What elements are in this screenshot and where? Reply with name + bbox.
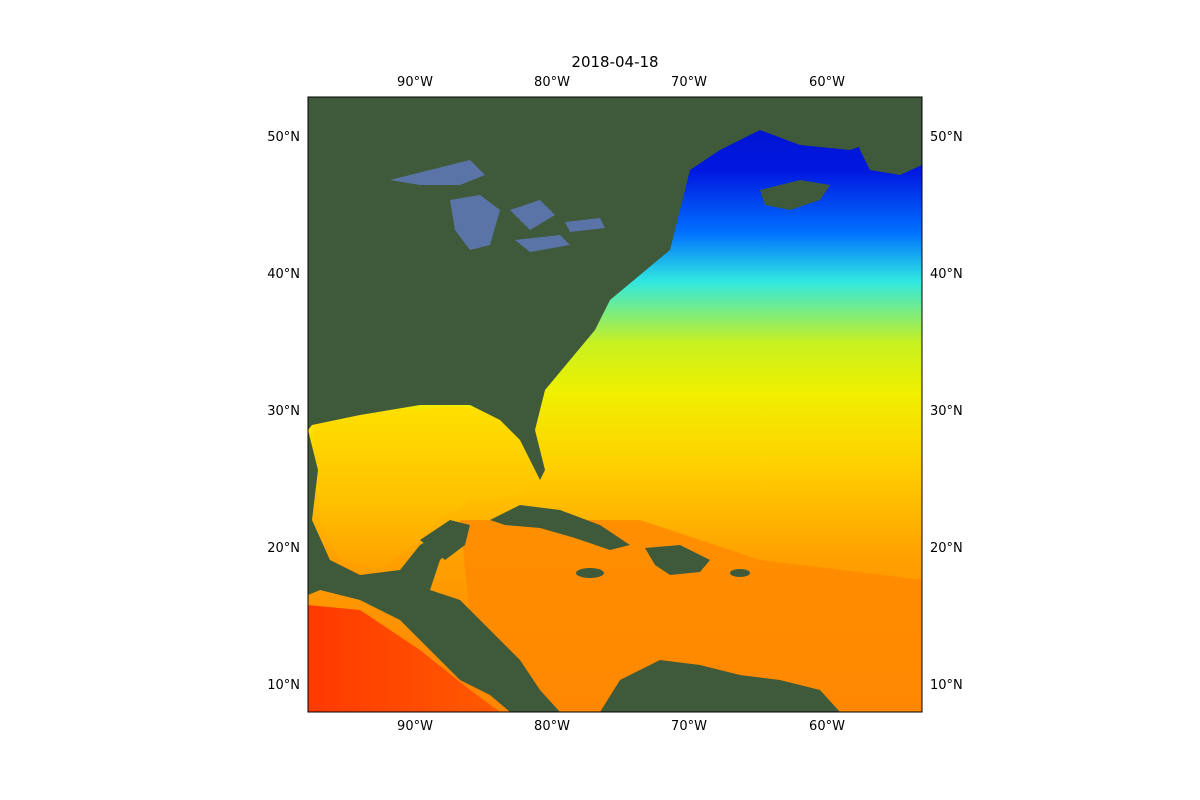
x-tick-top-70w: 70°W: [671, 75, 707, 90]
y-tick-right-40n: 40°N: [930, 267, 963, 282]
y-tick-left-30n: 30°N: [267, 404, 300, 419]
maritimes-land: [760, 180, 830, 210]
jamaica-land: [576, 568, 604, 578]
gulf-of-mexico: [312, 406, 540, 570]
mexico-central-america-land: [308, 430, 560, 712]
pacific-ocean: [308, 605, 500, 712]
y-tick-right-30n: 30°N: [930, 404, 963, 419]
yucatan-land: [420, 520, 470, 560]
map-area: [308, 97, 922, 712]
x-tick-bottom-90w: 90°W: [397, 719, 433, 734]
x-tick-top-80w: 80°W: [534, 75, 570, 90]
x-tick-bottom-70w: 70°W: [671, 719, 707, 734]
puerto-rico-land: [730, 569, 750, 577]
map-frame: [307, 96, 923, 713]
south-america-land: [600, 660, 840, 712]
x-tick-bottom-60w: 60°W: [809, 719, 845, 734]
x-tick-bottom-80w: 80°W: [534, 719, 570, 734]
x-tick-top-60w: 60°W: [809, 75, 845, 90]
y-tick-right-50n: 50°N: [930, 130, 963, 145]
y-tick-left-40n: 40°N: [267, 267, 300, 282]
caribbean-sea: [460, 520, 922, 712]
newfoundland-land: [855, 115, 922, 175]
y-tick-right-20n: 20°N: [930, 541, 963, 556]
y-tick-right-10n: 10°N: [930, 678, 963, 693]
y-tick-left-20n: 20°N: [267, 541, 300, 556]
cuba-land: [490, 505, 630, 550]
hispaniola-land: [645, 545, 710, 575]
north-america-land: [308, 97, 922, 480]
y-tick-left-10n: 10°N: [267, 678, 300, 693]
x-tick-top-90w: 90°W: [397, 75, 433, 90]
great-lakes: [390, 160, 605, 252]
y-tick-left-50n: 50°N: [267, 130, 300, 145]
map-title: 2018-04-18: [571, 53, 658, 71]
